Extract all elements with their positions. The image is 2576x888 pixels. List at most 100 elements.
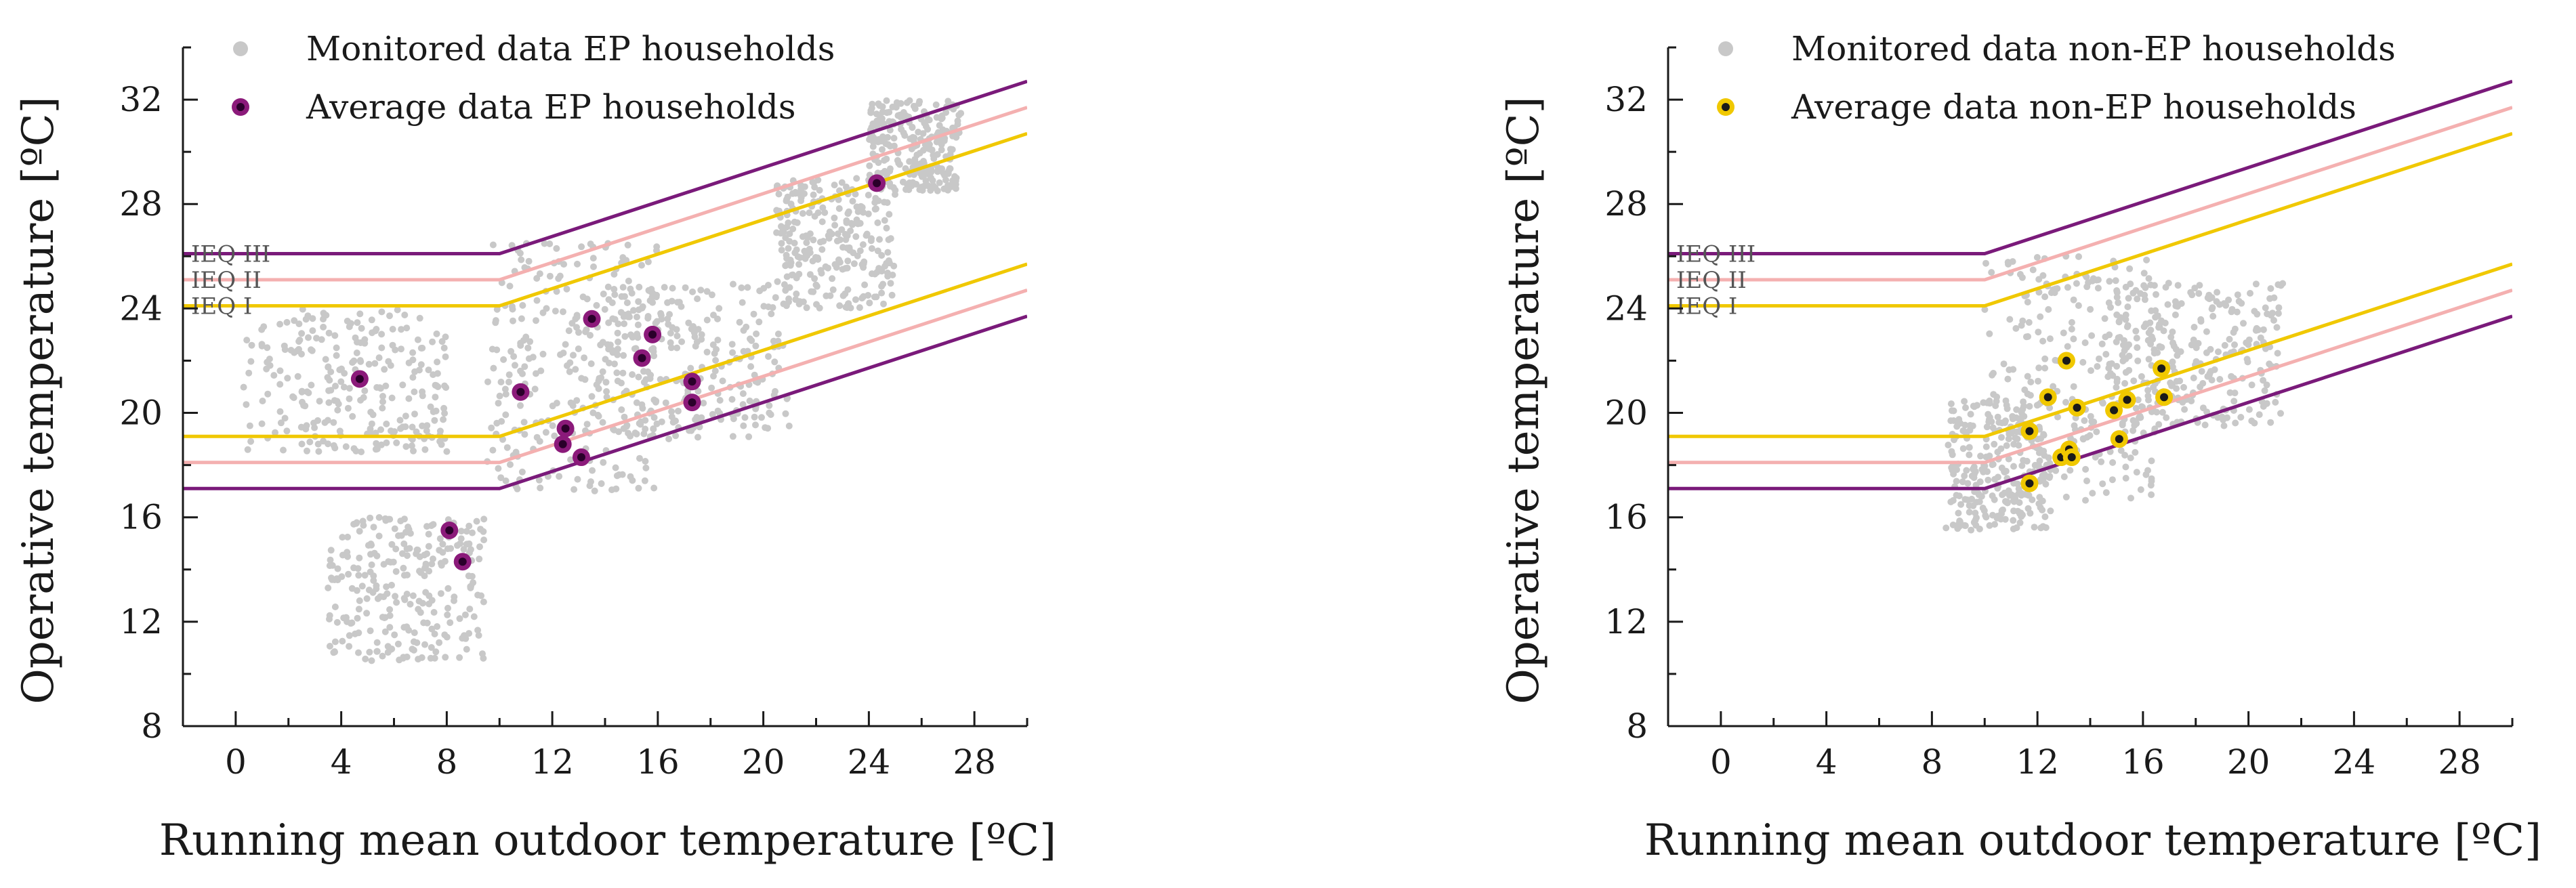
monitored-point — [1961, 421, 1969, 429]
monitored-point — [325, 399, 333, 406]
monitored-point — [2093, 428, 2100, 436]
monitored-point — [1945, 442, 1952, 448]
monitored-point — [2082, 496, 2089, 504]
monitored-point — [814, 256, 822, 263]
monitored-point — [362, 655, 369, 662]
monitored-point — [2015, 442, 2022, 449]
monitored-point — [792, 296, 799, 303]
x-tick-label: 20 — [742, 742, 785, 782]
monitored-point — [325, 363, 332, 371]
monitored-point — [2134, 357, 2142, 364]
monitored-point — [1966, 451, 1973, 459]
monitored-point — [916, 98, 923, 105]
monitored-point — [1961, 522, 1969, 530]
monitored-point — [2221, 341, 2228, 349]
monitored-point — [518, 315, 525, 322]
monitored-point — [2165, 280, 2172, 287]
monitored-point — [391, 631, 398, 639]
monitored-point — [1982, 259, 1989, 267]
monitored-point — [480, 654, 487, 662]
monitored-point — [314, 417, 321, 424]
monitored-point — [626, 313, 633, 320]
monitored-point — [510, 317, 516, 324]
monitored-point — [878, 117, 886, 125]
monitored-point — [2208, 294, 2216, 301]
monitored-point — [327, 556, 334, 564]
monitored-point — [346, 385, 353, 392]
monitored-point — [715, 305, 723, 312]
monitored-point — [375, 532, 383, 540]
monitored-point — [375, 354, 383, 362]
monitored-point — [420, 619, 428, 627]
comfort-line-ieq-ii-upper — [1668, 106, 2512, 282]
monitored-point — [783, 395, 791, 402]
monitored-point — [2133, 335, 2140, 342]
monitored-point — [2041, 355, 2049, 362]
monitored-point — [379, 398, 386, 406]
monitored-point — [856, 219, 864, 227]
y-tick-label: 28 — [119, 184, 163, 224]
monitored-point — [867, 107, 875, 114]
monitored-point — [2112, 277, 2119, 284]
monitored-point — [2121, 380, 2129, 387]
monitored-point — [869, 120, 877, 127]
monitored-point — [856, 247, 864, 255]
monitored-point — [2207, 368, 2214, 375]
monitored-point — [359, 517, 367, 525]
monitored-point — [619, 369, 627, 377]
monitored-point — [778, 223, 785, 230]
monitored-point — [2034, 436, 2041, 443]
monitored-point — [850, 249, 857, 257]
monitored-point — [354, 319, 361, 326]
monitored-point — [876, 102, 884, 109]
monitored-point — [2124, 322, 2132, 329]
monitored-point — [2169, 381, 2176, 389]
monitored-point — [512, 362, 518, 369]
monitored-point — [644, 368, 652, 375]
monitored-point — [2187, 289, 2195, 296]
monitored-point — [2158, 343, 2165, 351]
monitored-point — [2230, 398, 2238, 405]
monitored-point — [383, 420, 390, 427]
monitored-point — [2029, 266, 2037, 274]
monitored-point — [579, 293, 587, 301]
monitored-point — [266, 362, 274, 369]
monitored-point — [2089, 490, 2096, 497]
monitored-point — [2155, 324, 2163, 331]
monitored-point — [536, 438, 543, 445]
monitored-point — [281, 415, 289, 422]
monitored-point — [2039, 272, 2047, 279]
monitored-point — [517, 342, 524, 349]
monitored-point — [619, 284, 627, 291]
monitored-point — [1943, 524, 1950, 532]
monitored-point — [2073, 280, 2080, 287]
monitored-point — [517, 367, 524, 375]
monitored-point — [2070, 335, 2077, 343]
monitored-point — [2042, 524, 2050, 531]
monitored-point — [901, 132, 909, 139]
monitored-point — [361, 572, 369, 579]
monitored-point — [451, 593, 458, 601]
monitored-point — [886, 179, 894, 187]
monitored-point — [1984, 468, 1991, 475]
monitored-point — [2173, 378, 2180, 385]
monitored-point — [2231, 389, 2239, 397]
monitored-point — [844, 264, 851, 272]
monitored-point — [306, 438, 314, 446]
zone-label: IEQ II — [191, 267, 262, 294]
monitored-point — [644, 314, 652, 322]
monitored-point — [618, 293, 625, 300]
monitored-point — [368, 657, 375, 664]
monitored-point — [770, 337, 777, 345]
monitored-point — [356, 554, 363, 562]
monitored-point — [836, 187, 843, 194]
monitored-point — [886, 165, 894, 173]
y-tick-label: 12 — [119, 602, 163, 641]
monitored-point — [728, 396, 736, 403]
monitored-point — [884, 249, 892, 256]
monitored-point — [1972, 509, 1979, 517]
monitored-point — [2197, 318, 2205, 325]
monitored-point — [614, 345, 621, 353]
monitored-point — [408, 442, 415, 450]
monitored-point — [386, 312, 393, 320]
